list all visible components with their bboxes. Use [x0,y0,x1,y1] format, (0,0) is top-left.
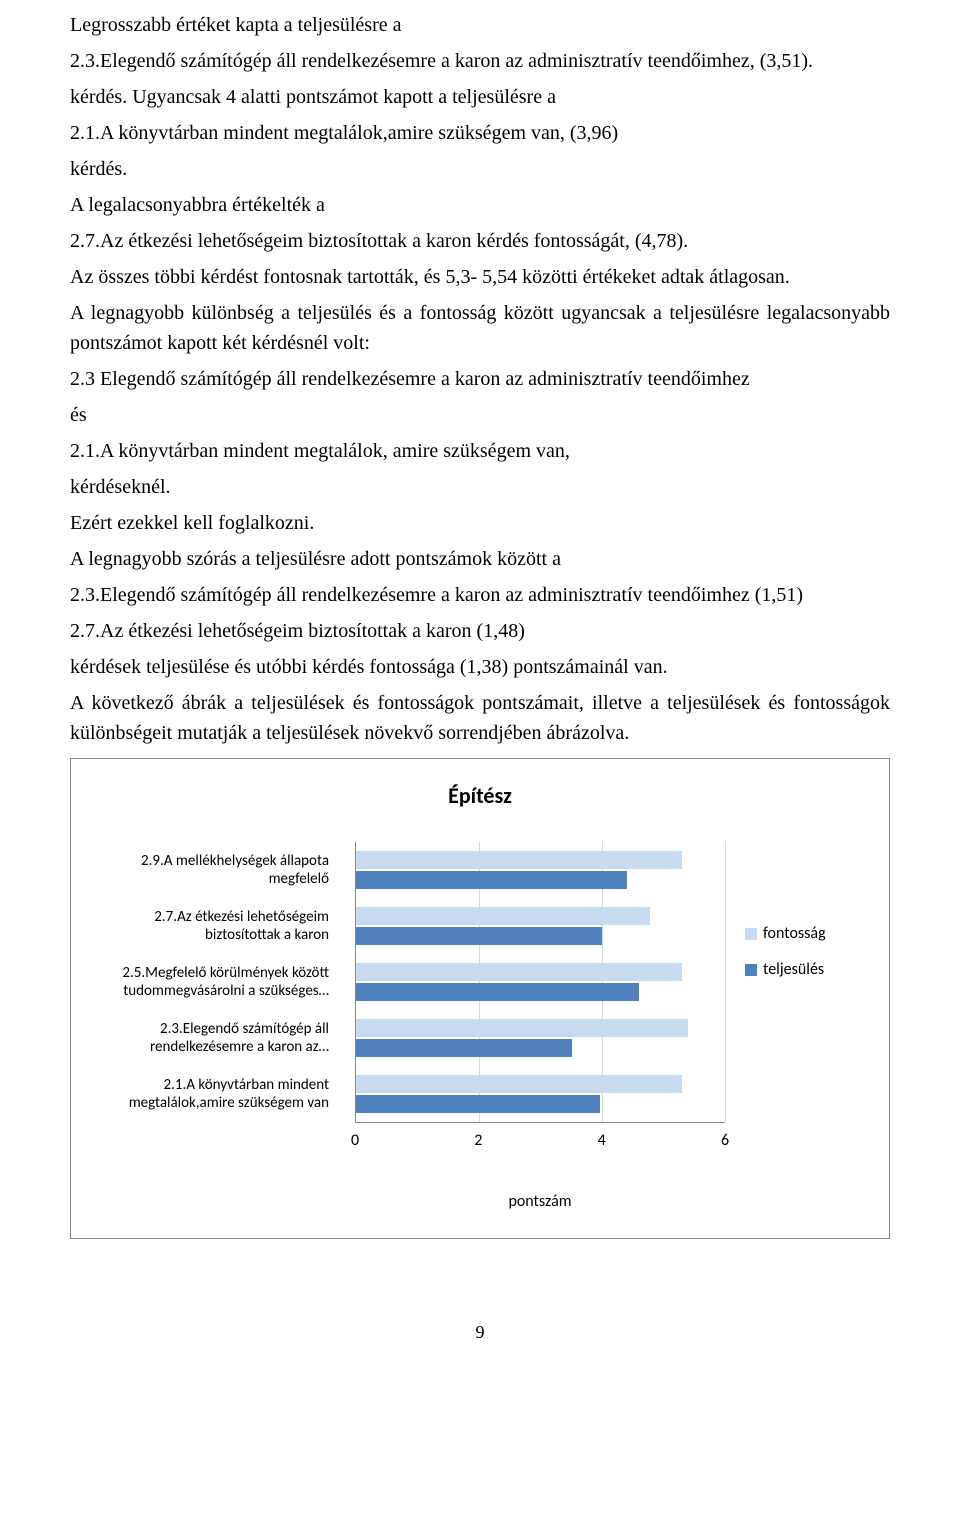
chart-x-tick: 4 [598,1129,606,1153]
chart-y-labels: 2.9.A mellékhelységek állapota megfelelő… [95,842,335,1122]
chart-bar-row [356,954,725,1010]
chart-category-label: 2.5.Megfelelő körülmények között tudomme… [95,954,335,1010]
paragraph: kérdés. [70,154,890,184]
paragraph: 2.7.Az étkezési lehetőségeim biztosított… [70,226,890,256]
chart-x-tick: 0 [351,1129,359,1153]
chart-bar-fontossag [356,851,682,869]
paragraph: 2.3.Elegendő számítógép áll rendelkezése… [70,46,890,76]
legend-label: teljesülés [763,958,824,982]
chart-body: 2.9.A mellékhelységek állapota megfelelő… [95,842,865,1214]
paragraph: kérdéseknél. [70,472,890,502]
chart-bar-fontossag [356,907,650,925]
paragraph: Legrosszabb értéket kapta a teljesülésre… [70,10,890,40]
chart-bar-teljesules [356,1095,600,1113]
chart-x-label: pontszám [355,1190,725,1214]
paragraph: 2.1.A könyvtárban mindent megtalálok, am… [70,436,890,466]
chart-bar-fontossag [356,1019,688,1037]
paragraph: A legnagyobb szórás a teljesülésre adott… [70,544,890,574]
paragraph: Ezért ezekkel kell foglalkozni. [70,508,890,538]
paragraph: 2.3 Elegendő számítógép áll rendelkezése… [70,364,890,394]
chart-category-label: 2.9.A mellékhelységek állapota megfelelő [95,842,335,898]
chart-x-axis: 0246 [355,1122,725,1162]
chart-category-label: 2.3.Elegendő számítógép áll rendelkezése… [95,1010,335,1066]
paragraph: 2.7.Az étkezési lehetőségeim biztosított… [70,616,890,646]
legend-swatch-icon [745,928,757,940]
chart-bar-fontossag [356,1075,682,1093]
paragraph: A következő ábrák a teljesülések és font… [70,688,890,748]
chart-title: Építész [95,779,865,812]
chart-bar-teljesules [356,983,639,1001]
document-page: Legrosszabb értéket kapta a teljesülésre… [0,0,960,1386]
chart-x-tick: 2 [474,1129,482,1153]
chart-legend-item: fontosság [745,922,865,946]
chart-plot-area [355,842,725,1122]
chart-bar-teljesules [356,927,602,945]
paragraph: Az összes többi kérdést fontosnak tartot… [70,262,890,292]
chart-bar-row [356,1010,725,1066]
paragraph: és [70,400,890,430]
chart-x-tick: 6 [721,1129,729,1153]
chart-bar-row [356,898,725,954]
chart-bar-teljesules [356,871,627,889]
legend-label: fontosság [763,922,826,946]
paragraph: A legalacsonyabbra értékelték a [70,190,890,220]
chart-gridline [725,842,726,1122]
chart-plot-column: 0246 pontszám [355,842,725,1214]
paragraph: kérdések teljesülése és utóbbi kérdés fo… [70,652,890,682]
chart-legend: fontosság teljesülés [745,922,865,982]
chart-legend-item: teljesülés [745,958,865,982]
paragraph: 2.1.A könyvtárban mindent megtalálok,ami… [70,118,890,148]
page-number: 9 [70,1319,890,1346]
legend-swatch-icon [745,964,757,976]
chart-bar-fontossag [356,963,682,981]
paragraph: A legnagyobb különbség a teljesülés és a… [70,298,890,358]
chart-bar-row [356,842,725,898]
chart-bar-row [356,1066,725,1122]
paragraph: kérdés. Ugyancsak 4 alatti pontszámot ka… [70,82,890,112]
chart-container: Építész 2.9.A mellékhelységek állapota m… [70,758,890,1239]
paragraph: 2.3.Elegendő számítógép áll rendelkezése… [70,580,890,610]
chart-category-label: 2.1.A könyvtárban mindent megtalálok,ami… [95,1066,335,1122]
chart-bar-teljesules [356,1039,572,1057]
chart-category-label: 2.7.Az étkezési lehetőségeim biztosított… [95,898,335,954]
